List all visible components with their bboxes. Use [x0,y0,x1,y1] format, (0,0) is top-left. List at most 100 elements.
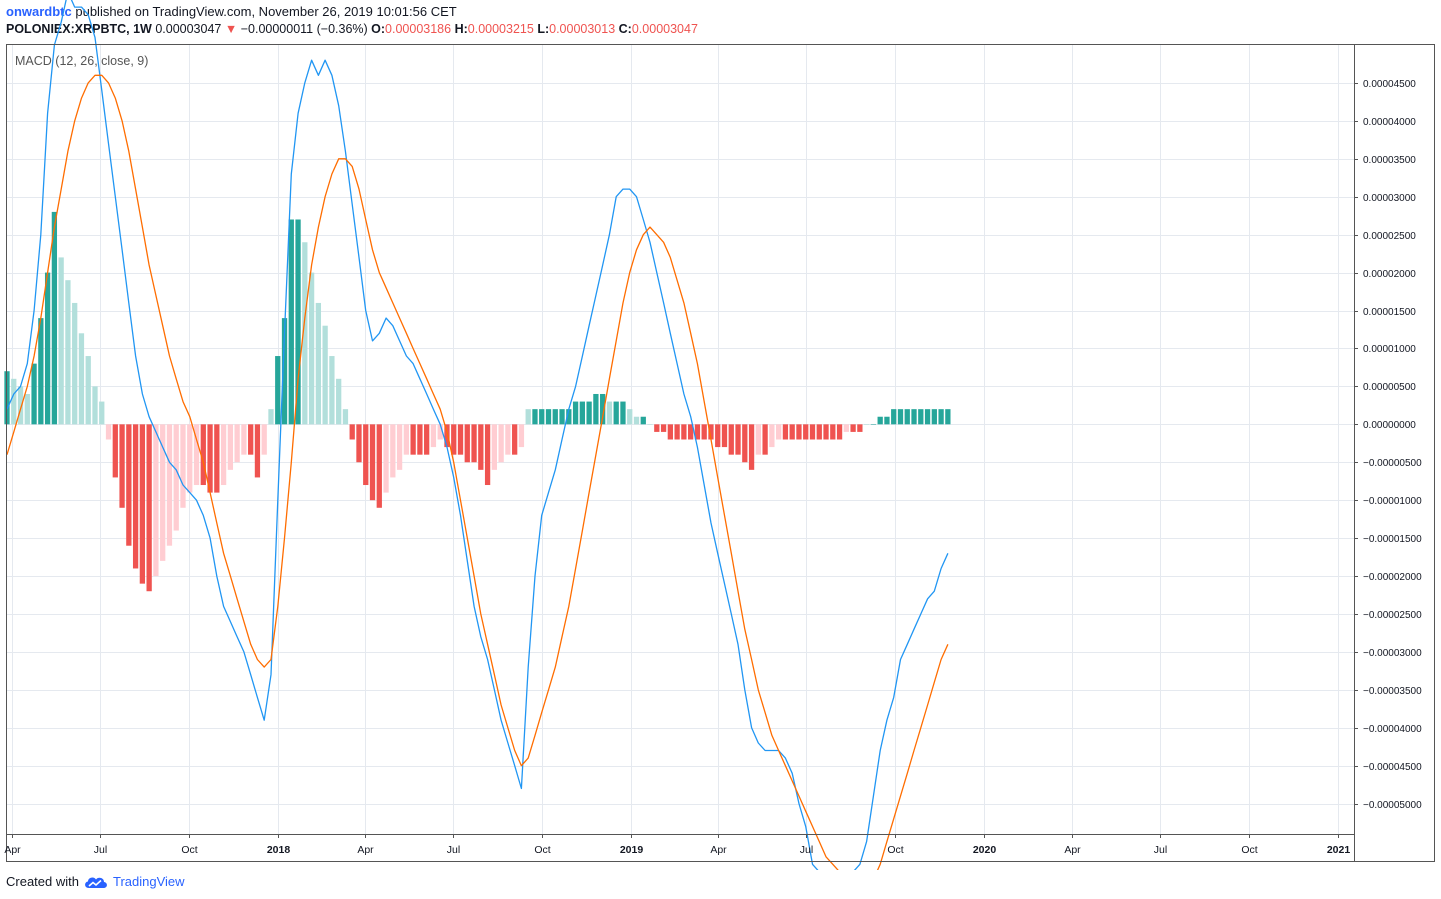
histogram-bar [417,424,423,455]
histogram-bar [891,409,897,425]
histogram-bar [207,424,213,493]
histogram-bar [931,409,937,425]
histogram-bar [295,219,301,425]
histogram-bar [356,424,362,463]
histogram-bar [918,409,924,425]
time-tick-label: Oct [1241,844,1257,856]
histogram-bar [945,409,951,425]
histogram-bar [715,424,721,448]
close-value: 0.00003047 [631,22,698,36]
histogram-bar [166,424,173,546]
histogram-bar [288,219,294,425]
time-tick-label: Jul [94,844,107,856]
signal-line [6,74,949,870]
histogram-bar [105,424,112,440]
histogram-bar [342,409,349,425]
price-axis-border [1354,44,1435,862]
low-value: 0.00003013 [549,22,616,36]
histogram-bar [302,242,308,425]
author-name[interactable]: onwardbtc [6,4,72,19]
price-tick-label: −0.00003000 [1363,648,1422,659]
histogram-bar [227,424,234,470]
time-tick-label: Jul [1154,844,1167,856]
histogram-bar [660,424,667,432]
histogram-bar [17,386,24,425]
histogram-bar [586,401,592,425]
histogram-bar [31,363,37,425]
histogram-bar [363,424,369,486]
time-tick-label: 2019 [620,844,644,856]
histogram-bar [85,356,91,425]
histogram-bar [254,424,261,478]
price-tick-label: 0.00002500 [1363,231,1416,242]
histogram-bar [559,409,565,425]
histogram-bar [437,424,443,440]
footer: Created with TradingView [6,874,185,889]
open-value: 0.00003186 [385,22,452,36]
histogram-bar [613,401,619,425]
published-text: published on TradingView.com, November 2… [75,4,457,19]
histogram-bar [938,409,944,425]
tradingview-brand-link[interactable]: TradingView [112,874,185,889]
histogram-bar [512,424,518,455]
price-tick-label: 0.00001500 [1363,307,1416,318]
histogram-bar [620,401,626,425]
price-tick-label: 0.00001000 [1363,344,1416,355]
price-tick-label: −0.00003500 [1363,686,1422,697]
high-value: 0.00003215 [467,22,534,36]
histogram-bar [92,386,98,425]
histogram-bar [234,424,240,463]
histogram-bar [708,424,714,440]
price-tick-label: 0.00002000 [1363,269,1416,280]
histogram-bar [248,424,254,455]
histogram-bar [24,393,30,425]
time-tick-label: Oct [534,844,550,856]
histogram-bar [870,424,877,425]
histogram-bar [539,409,545,425]
price-tick-label: −0.00001000 [1363,496,1422,507]
histogram-bar [755,424,761,455]
histogram-bar [518,424,525,448]
histogram-bar [390,424,396,478]
histogram-bar [843,424,849,432]
histogram-bar [491,424,497,470]
histogram-bar [444,424,450,448]
histogram-bar [525,409,531,425]
histogram-bar [153,424,159,577]
histogram-bar [857,424,863,432]
time-tick-label: Apr [4,844,21,856]
histogram-bar [451,424,457,455]
histogram-bar [823,424,829,440]
histogram-bar [38,318,44,425]
histogram-bar [748,424,755,470]
created-with-text: Created with [6,874,79,889]
histogram-bar [410,424,416,455]
histogram-bar [112,424,118,478]
symbol-label: POLONIEX:XRPBTC, 1W [6,22,152,36]
histogram-bar [329,356,335,425]
histogram-bar [688,424,694,440]
histogram-bar [99,401,105,425]
histogram-bar [809,424,816,440]
histogram-bar [275,356,281,425]
macd-chart[interactable]: 0.00004500 0.00004000 0.00003500 0.00003000… [0,0,1441,870]
histogram-bar [457,424,464,455]
time-axis[interactable]: Apr Jul Oct 2018 Apr Jul Oct 2019 Apr Jul Oct 2020 A… [4,834,1350,856]
histogram-bar [654,424,660,432]
price-tick-label: 0.00000000 [1363,420,1416,431]
histogram-bar [72,302,78,425]
histogram-bar [742,424,748,463]
histogram-bar [850,424,856,432]
time-tick-label: Apr [710,844,727,856]
indicator-title[interactable]: MACD (12, 26, close, 9) [15,54,148,68]
histogram-bar [897,409,904,425]
price-axis[interactable]: 0.00004500 0.00004000 0.00003500 0.00003000… [1354,79,1422,811]
histogram-bar [532,409,538,425]
histogram-bar [701,424,707,440]
histogram-bar [572,401,579,425]
price-change: −0.00000011 (−0.36%) [240,22,368,36]
histogram-bar [214,424,220,493]
histogram-bar [180,424,186,508]
price-tick-label: 0.00004500 [1363,79,1416,90]
price-tick-label: 0.00004000 [1363,117,1416,128]
